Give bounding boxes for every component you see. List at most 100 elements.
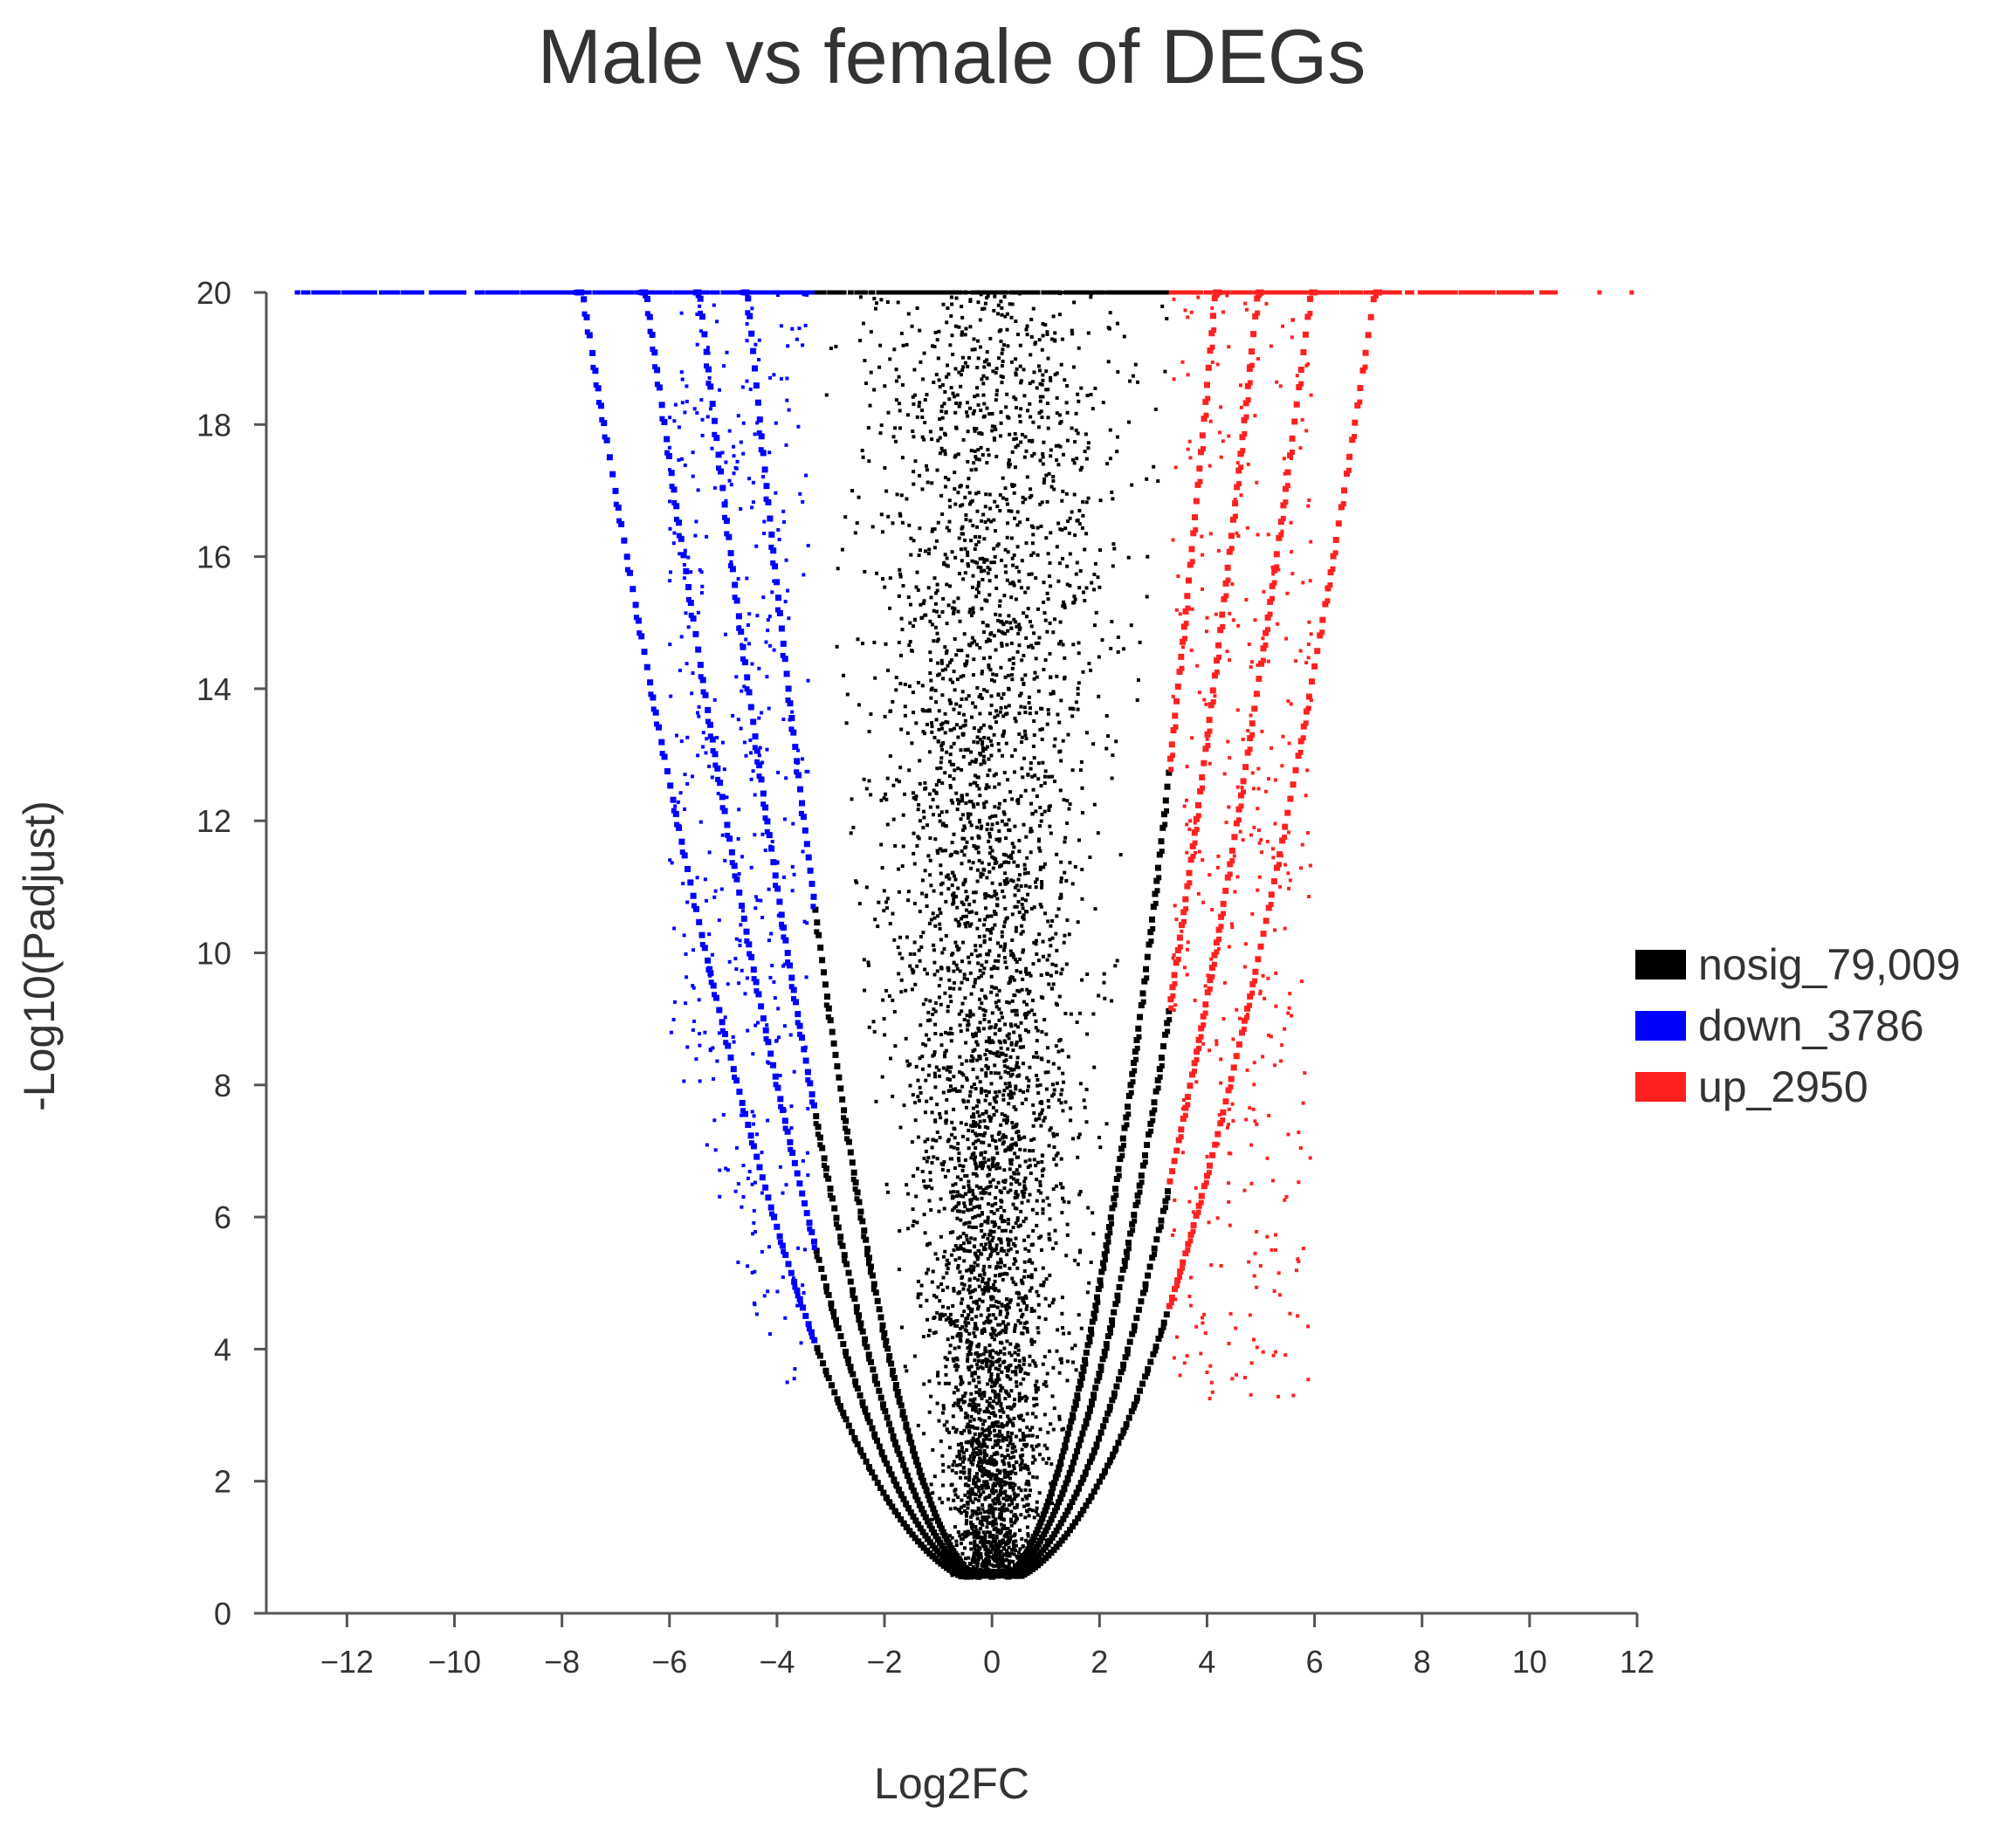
point-nosig [994, 1316, 998, 1321]
point-nosig [1045, 402, 1049, 405]
point-nosig [1070, 510, 1074, 514]
point-nosig [979, 566, 983, 570]
point-nosig [1065, 1378, 1070, 1383]
point-nosig [1025, 1327, 1029, 1330]
point-nosig [861, 642, 864, 646]
point-nosig [1077, 838, 1081, 842]
point-nosig [959, 1331, 963, 1336]
point-nosig [1089, 1453, 1096, 1460]
point-nosig [1100, 1423, 1107, 1430]
point-down [797, 1031, 802, 1037]
point-nosig [1035, 1199, 1039, 1203]
point-nosig [927, 792, 932, 796]
point-nosig [1015, 523, 1020, 527]
point-nosig [943, 711, 947, 716]
point-nosig [977, 858, 981, 863]
point-nosig [1009, 1551, 1014, 1556]
point-down [602, 434, 608, 440]
point-nosig [969, 1364, 974, 1369]
point-up [1325, 585, 1331, 592]
point-nosig [943, 645, 947, 650]
point-nosig [889, 1056, 892, 1061]
point-nosig [987, 412, 992, 416]
point-nosig [1008, 1568, 1013, 1572]
point-nosig [910, 1488, 917, 1494]
point-nosig [903, 1421, 910, 1428]
point-nosig [1043, 769, 1048, 773]
point-nosig [946, 968, 951, 973]
point-nosig [869, 1272, 876, 1279]
point-down [724, 821, 731, 828]
point-down [758, 776, 765, 783]
point-nosig [852, 1378, 859, 1385]
point-nosig [1084, 1412, 1091, 1418]
point-nosig [953, 455, 957, 459]
point-down [699, 677, 706, 684]
point-nosig [1018, 520, 1022, 525]
point-nosig [1057, 561, 1062, 566]
point-down [733, 597, 740, 604]
point-down [764, 818, 771, 825]
point-nosig [956, 1530, 960, 1534]
point-nosig [919, 1304, 923, 1309]
point-nosig [1073, 1402, 1079, 1408]
point-nosig [1015, 1064, 1019, 1068]
point-down [712, 431, 718, 437]
point-nosig [992, 1399, 996, 1404]
point-nosig [836, 1403, 843, 1410]
point-nosig [967, 1284, 972, 1289]
point-nosig [1091, 1392, 1097, 1399]
point-nosig [974, 1146, 978, 1150]
point-nosig [990, 429, 994, 433]
point-nosig [906, 1227, 911, 1231]
point-nosig [983, 1460, 987, 1464]
point-nosig [1038, 903, 1042, 907]
point-down [753, 979, 760, 986]
point-nosig [1039, 904, 1043, 909]
point-nosig [1035, 711, 1039, 715]
point-nosig [948, 994, 953, 999]
point-down [710, 748, 716, 753]
point-nosig [1013, 748, 1017, 753]
point-down [583, 314, 590, 320]
point-nosig [1154, 888, 1160, 894]
point-down [795, 1011, 802, 1018]
point-nosig [991, 1349, 994, 1353]
point-nosig [832, 1051, 839, 1058]
point-down [733, 1077, 740, 1084]
point-nosig [1029, 335, 1034, 339]
point-nosig [945, 750, 949, 754]
point-nosig [981, 1467, 986, 1471]
point-nosig [958, 1209, 962, 1213]
point-nosig [1067, 1527, 1073, 1534]
point-nosig [1001, 753, 1004, 758]
point-nosig [1000, 644, 1004, 648]
point-nosig [1068, 583, 1072, 588]
point-nosig [1014, 436, 1018, 441]
point-nosig [891, 1375, 898, 1381]
point-nosig [1059, 639, 1063, 643]
point-nosig [1040, 416, 1044, 419]
point-nosig [884, 792, 888, 796]
point-nosig [1058, 444, 1063, 449]
point-nosig [1131, 1405, 1137, 1411]
point-nosig [1023, 867, 1027, 871]
point-nosig [978, 918, 982, 922]
point-nosig [1129, 1220, 1136, 1227]
point-down [760, 790, 767, 797]
point-nosig [929, 658, 933, 663]
point-nosig [959, 1475, 963, 1480]
point-nosig [989, 1082, 994, 1086]
point-nosig [987, 1036, 991, 1040]
point-nosig [1020, 1447, 1024, 1452]
point-nosig [948, 759, 952, 764]
point-up [1209, 973, 1215, 979]
point-up [1173, 724, 1179, 730]
point-nosig [933, 1252, 938, 1256]
point-nosig [1029, 318, 1034, 321]
point-nosig [991, 1138, 994, 1142]
point-nosig [978, 318, 982, 322]
point-nosig [974, 1325, 978, 1330]
point-nosig [930, 1145, 934, 1150]
point-nosig [1015, 1131, 1019, 1135]
